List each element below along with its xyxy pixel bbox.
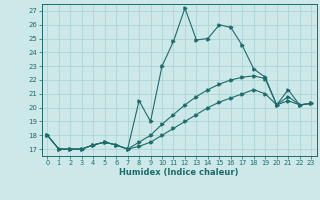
X-axis label: Humidex (Indice chaleur): Humidex (Indice chaleur)	[119, 168, 239, 177]
